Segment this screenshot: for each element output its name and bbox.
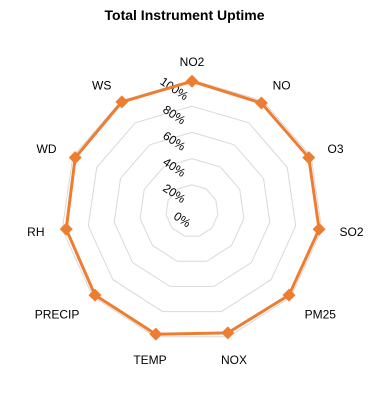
uptime-series	[59, 74, 326, 341]
category-label: O3	[328, 142, 344, 156]
data-point-marker	[115, 95, 129, 109]
grid-ring	[61, 79, 323, 338]
category-label: TEMP	[133, 353, 166, 367]
data-point-marker	[185, 74, 199, 88]
data-point-marker	[149, 327, 163, 341]
category-label: NO2	[180, 55, 205, 69]
chart-title: Total Instrument Uptime	[104, 7, 265, 23]
radial-tick-label: 20%	[160, 181, 188, 206]
data-point-marker	[302, 151, 316, 165]
data-point-marker	[312, 222, 326, 236]
data-point-marker	[282, 288, 296, 302]
radial-tick-label: 80%	[160, 102, 188, 127]
grid-ring	[113, 131, 271, 287]
radar-grid	[61, 79, 323, 338]
series-line	[64, 79, 321, 336]
grid-ring	[139, 158, 245, 262]
category-label: PM25	[305, 308, 337, 322]
grid-ring	[165, 184, 219, 237]
category-label: PRECIP	[35, 308, 80, 322]
category-labels: NO2 NO O3 SO2 PM25 NOX TEMP PRECIP RH WD WS	[27, 55, 364, 367]
category-label: WS	[92, 79, 111, 93]
grid-ring	[87, 105, 297, 313]
data-point-marker	[59, 222, 73, 236]
data-point-marker	[88, 288, 102, 302]
radial-tick-label: 40%	[160, 155, 188, 180]
data-point-marker	[254, 96, 268, 110]
data-point-marker	[68, 151, 82, 165]
radial-tick-labels: 0%20%40%60%80%100%	[158, 74, 194, 230]
category-label: NOX	[221, 353, 247, 367]
category-label: RH	[27, 225, 44, 239]
category-label: NO	[273, 79, 291, 93]
radial-tick-label: 60%	[160, 129, 188, 154]
category-label: SO2	[340, 225, 364, 239]
radial-tick-label: 0%	[171, 209, 193, 230]
category-label: WD	[37, 142, 57, 156]
data-point-marker	[221, 326, 235, 340]
